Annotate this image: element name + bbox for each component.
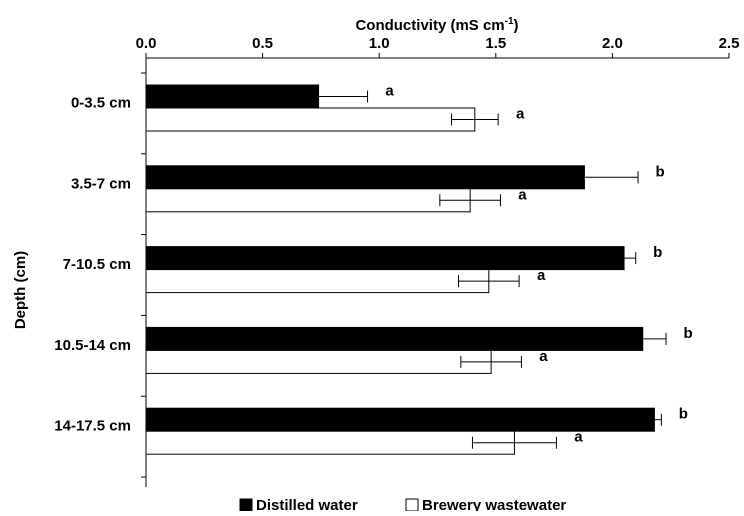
significance-label-distilled-water: b: [653, 244, 662, 261]
x-axis-title: Conductivity (mS cm-1): [355, 16, 518, 34]
bar-brewery-wastewater: [145, 107, 476, 132]
y-category-label: 3.5-7 cm: [71, 175, 131, 192]
significance-label-brewery-wastewater: a: [574, 429, 583, 446]
bar-distilled-water: [145, 326, 644, 351]
legend-label-distilled-water: Distilled water: [256, 497, 358, 511]
bar-brewery-wastewater: [145, 430, 515, 455]
legend-label-brewery-wastewater: Brewery wastewater: [422, 497, 566, 511]
significance-label-distilled-water: b: [679, 406, 688, 423]
significance-label-distilled-water: a: [385, 83, 394, 100]
x-axis-title-superscript: -1: [505, 16, 514, 27]
significance-label-brewery-wastewater: a: [539, 348, 548, 365]
bar-brewery-wastewater: [145, 269, 490, 294]
significance-label-brewery-wastewater: a: [537, 267, 546, 284]
x-axis-title-close: ): [514, 17, 519, 34]
y-category-label: 7-10.5 cm: [63, 256, 131, 273]
x-tick-label: 0.5: [252, 35, 273, 52]
x-tick-label: 2.5: [719, 35, 740, 52]
x-tick-label: 1.5: [485, 35, 506, 52]
y-category-label: 14-17.5 cm: [54, 418, 131, 435]
x-tick-label: 1.0: [369, 35, 390, 52]
legend-swatch-brewery-wastewater: [405, 498, 419, 512]
significance-label-distilled-water: b: [683, 325, 692, 342]
significance-label-brewery-wastewater: a: [516, 106, 525, 123]
legend-swatch-distilled-water: [239, 498, 253, 512]
bar-brewery-wastewater: [145, 349, 492, 374]
bar-brewery-wastewater: [145, 188, 471, 213]
significance-label-brewery-wastewater: a: [518, 186, 527, 203]
legend: Distilled water Brewery wastewater: [239, 497, 566, 514]
plot-area: 0.0 0.5 1.0 1.5 2.0 2.5 0-3.5 cm 3.5-7 cm 7-10.5…: [54, 35, 739, 487]
y-category-label: 0-3.5 cm: [71, 95, 131, 112]
significance-label-distilled-water: b: [655, 163, 664, 180]
y-category-label: 10.5-14 cm: [54, 337, 131, 354]
x-tick-label: 2.0: [602, 35, 623, 52]
x-tick-label: 0.0: [136, 35, 157, 52]
bar-distilled-water: [145, 246, 625, 271]
y-axis-title: Depth (cm): [12, 251, 29, 329]
